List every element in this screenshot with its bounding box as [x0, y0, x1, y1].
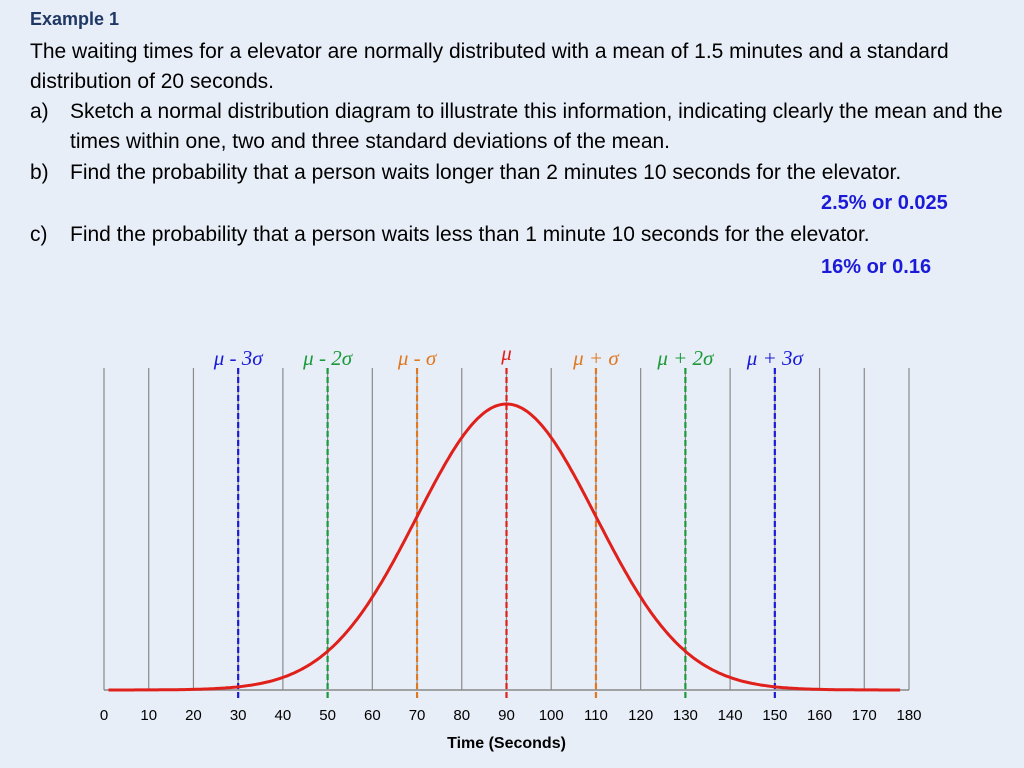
- grid-lines: [103, 368, 910, 690]
- sd-marker-label: μ + 2σ: [656, 346, 715, 370]
- x-tick-label: 80: [453, 707, 470, 724]
- x-tick-label: 110: [584, 707, 608, 724]
- sd-marker-label: μ - 2σ: [302, 346, 354, 370]
- question-letter: b): [30, 161, 49, 184]
- sd-marker-label: μ - 3σ: [213, 346, 265, 370]
- x-tick-labels: 0 10 20 30 40 50 60 70 80 90 100 110 120 130 140 150 160…: [100, 707, 922, 724]
- problem-statement: The waiting times for a elevator are nor…: [30, 40, 949, 93]
- normal-distribution-chart: 0 10 20 30 40 50 60 70 80 90 100 110 120 130 140 150 160…: [100, 341, 922, 752]
- x-tick-label: 50: [319, 707, 336, 724]
- normal-curve: [108, 402, 901, 692]
- x-tick-label: 30: [230, 707, 247, 724]
- sd-marker-label: μ - σ: [397, 346, 438, 370]
- question-c: c) Find the probability that a person wa…: [30, 220, 1015, 250]
- example-heading: Example 1: [30, 9, 120, 29]
- x-tick-label: 10: [140, 707, 157, 724]
- x-tick-label: 150: [762, 707, 787, 724]
- x-tick-label: 60: [364, 707, 381, 724]
- x-tick-label: 100: [539, 707, 564, 724]
- question-text: Sketch a normal distribution diagram to …: [70, 100, 1003, 153]
- x-tick-label: 40: [275, 707, 292, 724]
- question-letter: a): [30, 100, 49, 123]
- x-tick-label: 180: [896, 707, 921, 724]
- x-axis-title: Time (Seconds): [447, 735, 566, 752]
- answer-c: 16% or 0.16: [821, 256, 932, 278]
- x-tick-label: 140: [718, 707, 743, 724]
- sd-marker-label: μ + 3σ: [746, 346, 805, 370]
- x-tick-label: 20: [185, 707, 202, 724]
- x-tick-label: 0: [100, 707, 108, 724]
- x-tick-label: 160: [807, 707, 832, 724]
- answer-b: 2.5% or 0.025: [821, 192, 948, 214]
- sd-marker-label: μ: [500, 341, 512, 365]
- question-b: b) Find the probability that a person wa…: [30, 158, 1015, 188]
- question-text: Find the probability that a person waits…: [70, 223, 870, 246]
- x-tick-label: 90: [498, 707, 515, 724]
- sd-markers: μ - 3σ μ - 2σ μ - σ μ μ + σ μ + 2σ μ + 3σ: [213, 341, 805, 700]
- x-tick-label: 70: [409, 707, 426, 724]
- sd-marker-label: μ + σ: [572, 346, 620, 370]
- question-letter: c): [30, 223, 48, 246]
- question-a: a) Sketch a normal distribution diagram …: [30, 97, 1015, 157]
- x-tick-label: 120: [628, 707, 653, 724]
- x-tick-label: 170: [852, 707, 877, 724]
- question-text: Find the probability that a person waits…: [70, 161, 902, 184]
- x-tick-label: 130: [673, 707, 698, 724]
